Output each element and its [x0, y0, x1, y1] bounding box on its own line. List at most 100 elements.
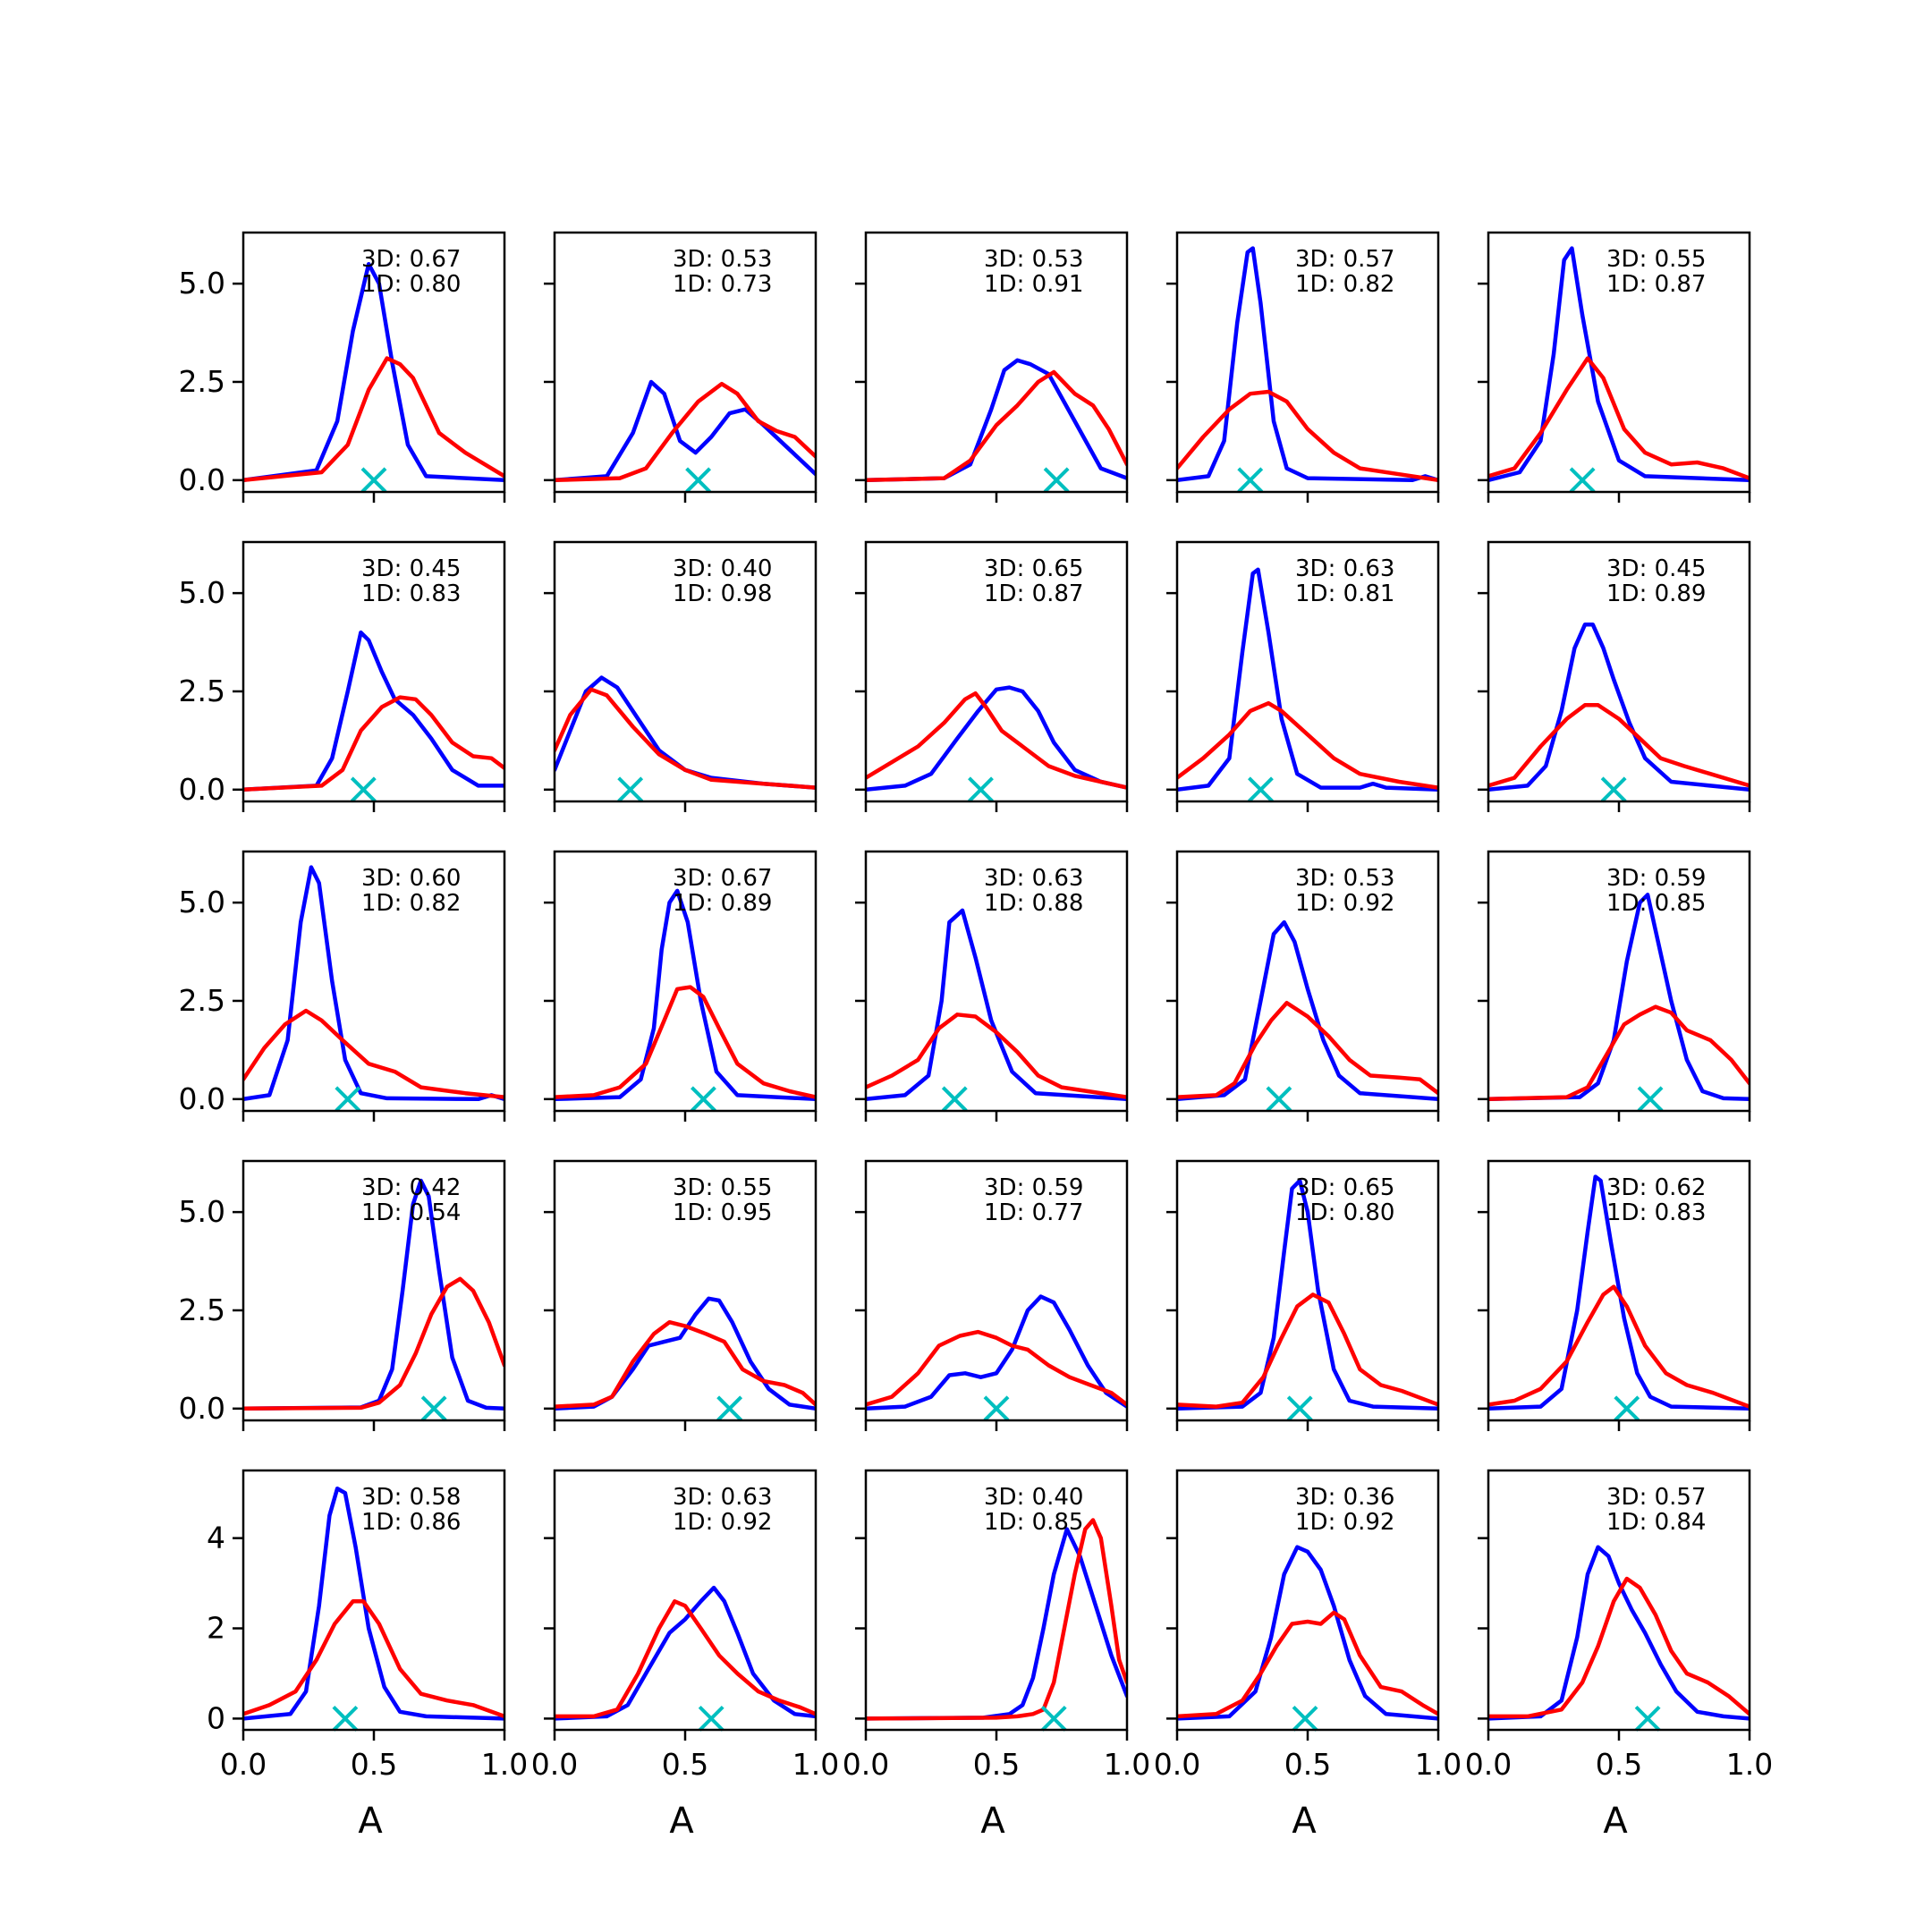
reference-x-marker — [968, 776, 994, 803]
series-3d-line — [1488, 246, 1750, 483]
annotation-1d-score: 1D: 0.85 — [1606, 890, 1706, 917]
series-3d-line — [1488, 1174, 1750, 1411]
series-1d-line — [1488, 1004, 1750, 1102]
annotation-3d-score: 3D: 0.53 — [673, 246, 772, 273]
annotation-1d-score: 1D: 0.92 — [673, 1509, 772, 1536]
series-3d-line — [243, 630, 504, 792]
annotation-1d-score: 1D: 0.54 — [361, 1199, 461, 1226]
x-tick-label: 1.0 — [1415, 1747, 1462, 1782]
annotation-3d-score: 3D: 0.36 — [1295, 1484, 1394, 1511]
series-1d-line — [1177, 700, 1438, 790]
annotation-1d-score: 1D: 0.88 — [984, 890, 1083, 917]
y-tick-label: 5.0 — [179, 885, 225, 919]
reference-x-marker — [1248, 776, 1274, 803]
x-tick-label: 0.0 — [531, 1747, 578, 1782]
annotation-1d-score: 1D: 0.87 — [1606, 271, 1706, 298]
annotation-3d-score: 3D: 0.55 — [673, 1174, 772, 1201]
x-tick-label: 1.0 — [481, 1747, 528, 1782]
reference-x-marker — [1237, 467, 1264, 494]
x-tick-label: 0.5 — [662, 1747, 708, 1782]
series-3d-line — [243, 261, 504, 483]
x-tick-label: 0.5 — [973, 1747, 1020, 1782]
series-3d-line — [243, 865, 504, 1102]
y-tick-label: 5.0 — [179, 575, 225, 610]
reference-x-marker — [1286, 1395, 1313, 1422]
series-1d-line — [555, 1599, 816, 1719]
series-1d-line — [866, 1518, 1127, 1721]
series-3d-line — [1177, 246, 1438, 483]
series-1d-line — [1488, 1284, 1750, 1409]
series-1d-line — [243, 1276, 504, 1411]
annotation-3d-score: 3D: 0.42 — [361, 1174, 461, 1201]
annotation-3d-score: 3D: 0.45 — [361, 555, 461, 582]
series-1d-line — [555, 1319, 816, 1409]
x-tick-label: 0.5 — [1596, 1747, 1642, 1782]
y-tick-label: 2.5 — [179, 364, 225, 399]
annotation-3d-score: 3D: 0.59 — [1606, 865, 1706, 892]
x-tick-label: 0.0 — [1465, 1747, 1512, 1782]
series-1d-line — [1488, 1576, 1750, 1719]
series-3d-line — [866, 358, 1127, 483]
series-1d-line — [1488, 703, 1750, 788]
reference-x-marker — [360, 467, 387, 494]
reference-x-marker — [983, 1395, 1010, 1422]
reference-x-marker — [1043, 467, 1070, 494]
x-tick-label: 1.0 — [1726, 1747, 1773, 1782]
series-1d-line — [1177, 1000, 1438, 1099]
annotation-3d-score: 3D: 0.59 — [984, 1174, 1083, 1201]
reference-x-marker — [1600, 776, 1627, 803]
series-3d-line — [1177, 567, 1438, 792]
series-1d-line — [866, 369, 1127, 483]
annotation-1d-score: 1D: 0.89 — [1606, 580, 1706, 607]
reference-x-marker — [1292, 1705, 1318, 1732]
annotation-1d-score: 1D: 0.92 — [1295, 890, 1394, 917]
annotation-1d-score: 1D: 0.84 — [1606, 1509, 1706, 1536]
annotation-3d-score: 3D: 0.65 — [1295, 1174, 1394, 1201]
annotation-1d-score: 1D: 0.83 — [1606, 1199, 1706, 1226]
series-1d-line — [243, 1008, 504, 1099]
series-1d-line — [1177, 1292, 1438, 1409]
reference-x-marker — [685, 467, 712, 494]
reference-x-marker — [1637, 1086, 1664, 1113]
y-tick-label: 2.5 — [179, 674, 225, 708]
series-1d-line — [243, 1599, 504, 1719]
reference-x-marker — [716, 1395, 743, 1422]
series-3d-line — [1177, 1178, 1438, 1411]
series-1d-line — [866, 1013, 1127, 1099]
x-tick-label: 0.5 — [1284, 1747, 1331, 1782]
series-1d-line — [866, 691, 1127, 790]
annotation-1d-score: 1D: 0.81 — [1295, 580, 1394, 607]
series-3d-line — [866, 908, 1127, 1102]
series-3d-line — [1488, 893, 1750, 1102]
x-axis-label: A — [980, 1801, 1005, 1842]
series-3d-line — [1177, 1545, 1438, 1721]
annotation-1d-score: 1D: 0.83 — [361, 580, 461, 607]
series-1d-line — [866, 1329, 1127, 1407]
y-tick-label: 5.0 — [179, 1194, 225, 1229]
series-3d-line — [1177, 919, 1438, 1102]
annotation-1d-score: 1D: 0.82 — [1295, 271, 1394, 298]
series-1d-line — [555, 687, 816, 790]
x-axis-label: A — [1603, 1801, 1628, 1842]
series-3d-line — [866, 685, 1127, 792]
annotation-1d-score: 1D: 0.80 — [361, 271, 461, 298]
annotation-3d-score: 3D: 0.53 — [984, 246, 1083, 273]
